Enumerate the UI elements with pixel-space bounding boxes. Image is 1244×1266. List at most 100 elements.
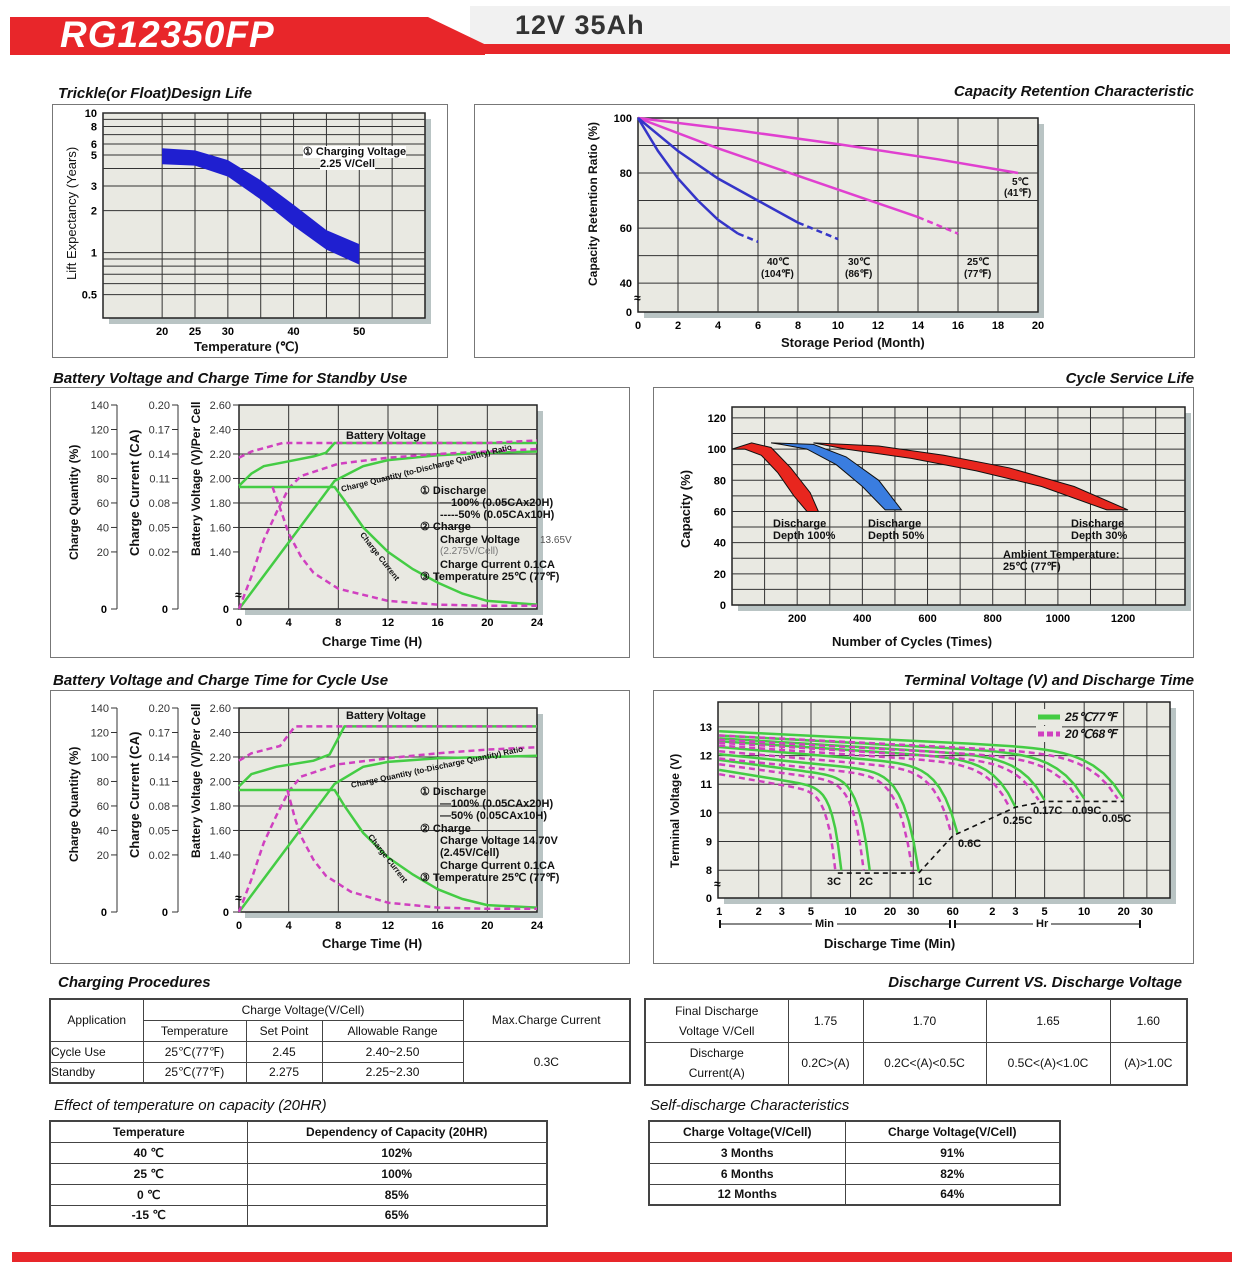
cycle-life-ambient: Ambient Temperature: bbox=[1003, 549, 1120, 561]
x-tick-label: 16 bbox=[432, 920, 444, 932]
y-tick-label: 2.00 bbox=[210, 473, 231, 485]
series-quantity-50 bbox=[237, 745, 538, 913]
y-tick-label: 100 bbox=[91, 752, 109, 764]
cycle-life-label-50a: Discharge bbox=[868, 518, 922, 530]
header-dependency: Dependency of Capacity (20HR) bbox=[246, 1120, 548, 1143]
discharge-curve-3C bbox=[718, 772, 837, 871]
design_life-chart: 20 25 30 40 50 0.5 1 2 3 56 8 10 bbox=[82, 108, 431, 338]
table-row: Cycle Use 25℃(77℉) 2.45 2.40~2.50 0.3C bbox=[49, 1040, 631, 1084]
header-temperature: Temperature bbox=[49, 1120, 248, 1143]
y-tick-label: 10 bbox=[85, 108, 97, 120]
y-tick-label: 12 bbox=[700, 751, 712, 763]
y-tick-label: 40 bbox=[97, 522, 109, 534]
x-tick-label: 20 bbox=[156, 326, 168, 338]
cycle-use-current-axis-label: Charge Current (CA) bbox=[127, 731, 142, 858]
x-tick-label: 800 bbox=[984, 613, 1002, 625]
cycle-life-ambient-temp: 25℃ (77℉) bbox=[1003, 561, 1061, 573]
cell-max-current: 0.3C bbox=[462, 1040, 631, 1084]
y-tick-label: 0 bbox=[720, 600, 726, 612]
series-30- bbox=[637, 117, 799, 224]
y-tick-label: 0.05 bbox=[149, 522, 170, 534]
standby-legend-discharge: ① Discharge bbox=[420, 485, 487, 497]
y-tick-label: 2.20 bbox=[210, 449, 231, 461]
standby-voltage-axis-label: Battery Voltage (V)/Per Cell bbox=[189, 401, 203, 557]
cycle-life-label-100b: Depth 100% bbox=[773, 530, 836, 542]
terminal-label-06c: 0.6C bbox=[958, 838, 982, 850]
cycle-use-legend-charge-current: Charge Current 0.1CA bbox=[440, 860, 555, 872]
y-tick-label: 0.17 bbox=[149, 424, 170, 436]
y-tick-label: 120 bbox=[91, 727, 109, 739]
x-tick-label: 20 bbox=[481, 920, 493, 932]
table-row: 12 Months 64% bbox=[648, 1183, 1061, 1206]
series-current-50 bbox=[271, 486, 537, 608]
capacity-xlabel: Storage Period (Month) bbox=[781, 335, 925, 350]
table-row: 6 Months 82% bbox=[648, 1162, 1061, 1185]
table-row: 40 ℃ 102% bbox=[49, 1141, 548, 1164]
x-tick-label: 18 bbox=[992, 320, 1004, 332]
depth-30-area bbox=[813, 442, 1129, 511]
x-tick-label: 8 bbox=[335, 920, 341, 932]
cycle-use-voltage-axis-label: Battery Voltage (V)/Per Cell bbox=[189, 703, 203, 859]
terminal-label-005c: 0.05C bbox=[1102, 813, 1132, 825]
cell-retention: 64% bbox=[844, 1183, 1061, 1206]
y-tick-label: 0.11 bbox=[149, 473, 170, 485]
discharge-curve-0.25C bbox=[719, 744, 1011, 808]
x-tick-label: 0 bbox=[236, 920, 242, 932]
terminal-legend-25c: 25℃77℉ bbox=[1065, 710, 1117, 724]
standby-legend-charge: ② Charge bbox=[420, 521, 471, 533]
y-tick-label: 1.40 bbox=[210, 547, 231, 559]
discharge-curve-0.17C bbox=[719, 741, 1040, 801]
series-30-extrapolated bbox=[797, 221, 839, 241]
cell-set-point: 2.45 bbox=[245, 1040, 323, 1063]
cell-current: 0.2C<(A)<0.5C bbox=[862, 1041, 987, 1086]
x-tick-label: 400 bbox=[853, 613, 871, 625]
y-tick-label: 6 bbox=[91, 139, 97, 151]
terminal-label-009c: 0.09C bbox=[1072, 805, 1102, 817]
discharge-curve-3C bbox=[718, 768, 843, 871]
terminal-label-2c: 2C bbox=[859, 876, 874, 888]
zero-label: 0 bbox=[101, 604, 107, 616]
cell-period: 12 Months bbox=[648, 1183, 846, 1206]
x-tick-label: 0 bbox=[236, 617, 242, 629]
x-tick-label: 3 bbox=[779, 906, 785, 918]
cell-current: 0.2C>(A) bbox=[787, 1041, 864, 1086]
standby-battery-voltage-label: Battery Voltage bbox=[346, 430, 426, 442]
y-tick-label: 9 bbox=[706, 837, 712, 849]
y-tick-label: 1.60 bbox=[210, 522, 231, 534]
discharge-curve-2C bbox=[719, 762, 865, 871]
x-tick-label: 5 bbox=[808, 906, 814, 918]
discharge-curve-2C bbox=[719, 758, 871, 871]
x-tick-label: 5 bbox=[1042, 906, 1048, 918]
y-tick-label: 0.08 bbox=[149, 801, 170, 813]
y-tick-label: 3 bbox=[91, 181, 97, 193]
capacity-label-86f: (86℉) bbox=[845, 269, 873, 280]
zero-label: 0 bbox=[101, 907, 107, 919]
cell-retention: 91% bbox=[844, 1141, 1061, 1164]
terminal-title: Terminal Voltage (V) and Discharge Time bbox=[903, 672, 1194, 689]
cycle-use-legend-50: —50% (0.05CAx10H) bbox=[440, 810, 547, 822]
cell-temperature: 25℃(77℉) bbox=[142, 1061, 247, 1084]
discharge-curve-0.05C bbox=[719, 734, 1119, 800]
y-tick-label: 0.11 bbox=[149, 776, 170, 788]
terminal-xlabel: Discharge Time (Min) bbox=[824, 936, 956, 951]
y-tick-label: 2.60 bbox=[210, 400, 231, 412]
y-tick-label: 20 bbox=[97, 547, 109, 559]
x-tick-label: 20 bbox=[481, 617, 493, 629]
terminal-label-3c: 3C bbox=[827, 876, 842, 888]
capacity-label-41f: (41℉) bbox=[1004, 188, 1032, 199]
y-tick-label: 40 bbox=[620, 278, 632, 290]
discharge-cv-title: Discharge Current VS. Discharge Voltage bbox=[888, 974, 1182, 991]
y-tick-label: 1.80 bbox=[210, 801, 231, 813]
x-tick-label: 4 bbox=[286, 617, 293, 629]
y-tick-label: 0.02 bbox=[149, 850, 170, 862]
x-tick-label: 2 bbox=[756, 906, 762, 918]
cell-temperature: 40 ℃ bbox=[49, 1141, 248, 1164]
x-tick-label: 40 bbox=[287, 326, 299, 338]
cell-current: (A)>1.0C bbox=[1109, 1041, 1188, 1086]
x-tick-label: 20 bbox=[884, 906, 896, 918]
cycle-use-battery-voltage-label: Battery Voltage bbox=[346, 710, 426, 722]
y-tick-label: 0.14 bbox=[149, 449, 170, 461]
series-voltage-100 bbox=[238, 441, 537, 487]
capacity-label-30c: 30℃ bbox=[848, 257, 871, 268]
